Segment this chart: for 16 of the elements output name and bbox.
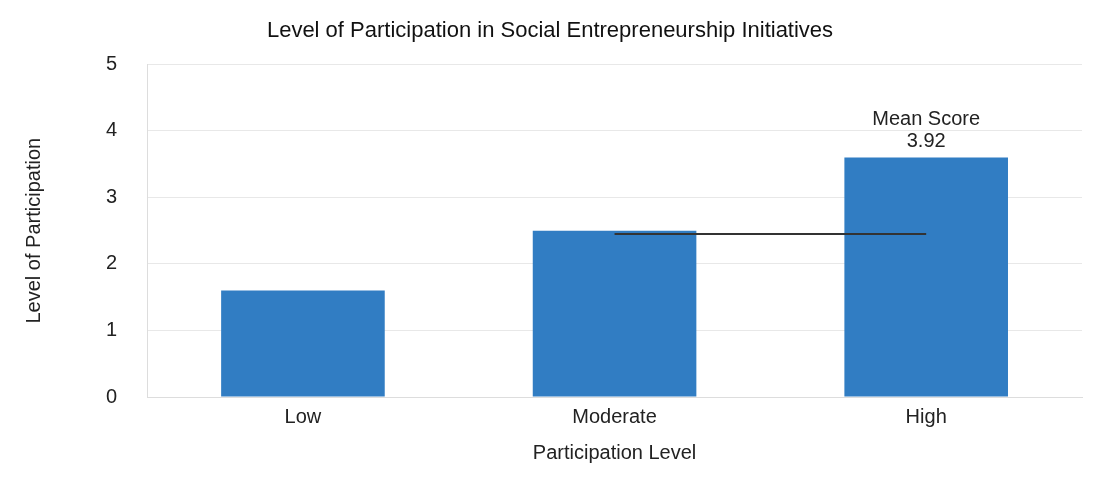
x-tick-label: High [905,404,947,427]
y-tick-label: 4 [106,118,118,141]
x-axis-title: Participation Level [532,440,697,463]
x-tick-label: Low [284,404,322,427]
y-tick-label: 5 [106,51,118,74]
y-tick-label: 3 [106,184,118,207]
bar [532,230,697,397]
bar [844,157,1008,397]
chart-title: Level of Participation in Social Entrepreneurship Initiatives [266,17,834,43]
y-tick-label: 1 [106,318,118,340]
annotation: Mean Score 3.92 [872,107,981,152]
bar [221,290,385,397]
y-tick-label: 2 [106,251,118,274]
y-tick-label: 0 [106,384,118,407]
y-axis-title: Level of Participation [21,137,44,324]
x-tick-label: Moderate [572,404,657,427]
